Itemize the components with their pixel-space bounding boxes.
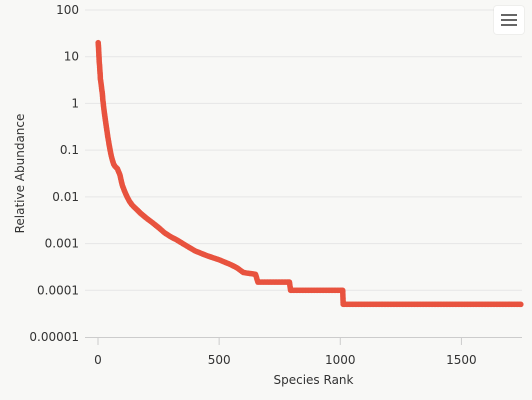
x-tick-label: 1500 bbox=[446, 353, 477, 367]
y-tick-label: 100 bbox=[56, 3, 79, 17]
x-tick-label: 500 bbox=[208, 353, 231, 367]
chart-menu-button[interactable] bbox=[494, 6, 524, 34]
y-tick-label: 0.0001 bbox=[37, 283, 79, 297]
y-tick-label: 0.001 bbox=[45, 237, 79, 251]
y-axis-ticks: 100 10 1 0.1 0.01 0.001 0.0001 0.00001 bbox=[29, 3, 79, 344]
x-tick-label: 1000 bbox=[325, 353, 356, 367]
series-markers bbox=[95, 39, 524, 308]
series-line bbox=[97, 42, 521, 306]
grid-lines bbox=[85, 9, 522, 291]
y-tick-label: 1 bbox=[71, 96, 79, 110]
x-tick-label: 0 bbox=[94, 353, 102, 367]
y-tick-label: 0.1 bbox=[60, 143, 79, 157]
hamburger-menu-icon bbox=[501, 14, 517, 26]
y-tick-label: 10 bbox=[64, 50, 79, 64]
y-tick-label: 0.01 bbox=[52, 190, 79, 204]
x-axis-ticks: 0 500 1000 1500 bbox=[94, 337, 477, 367]
series-layer bbox=[95, 39, 524, 308]
y-tick-label: 0.00001 bbox=[29, 330, 79, 344]
data-point bbox=[517, 301, 524, 308]
x-axis-title: Species Rank bbox=[274, 373, 354, 387]
y-axis-title: Relative Abundance bbox=[13, 114, 27, 234]
